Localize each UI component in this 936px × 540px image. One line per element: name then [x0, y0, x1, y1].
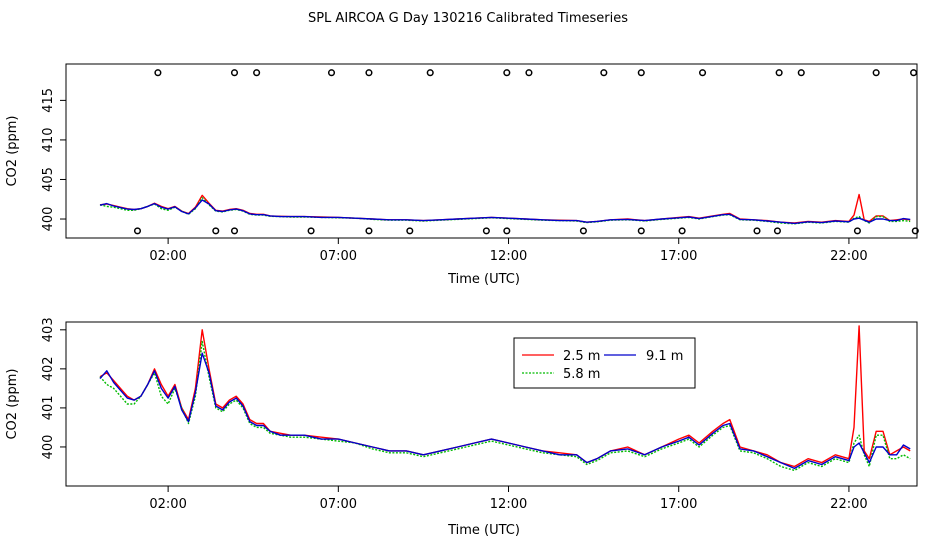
bottom-y-tick-label: 403: [41, 317, 56, 342]
top-y-tick-label: 410: [41, 128, 56, 153]
bottom-series-lines: [99, 325, 911, 472]
bottom-plot-frame: [65, 321, 918, 487]
legend-box: [513, 337, 696, 389]
top-y-tick-label: 405: [41, 167, 56, 192]
top-marker-low: [212, 227, 220, 235]
top-marker-low: [406, 227, 414, 235]
legend-label-2-5m: 2.5 m: [563, 349, 600, 364]
top-marker-high: [872, 69, 880, 77]
top-marker-high: [230, 69, 239, 77]
top-y-tick-label: 415: [41, 88, 56, 113]
top-marker-high: [775, 69, 783, 77]
bottom-x-tick-label: 17:00: [660, 497, 697, 512]
bottom-x-tick-label: 12:00: [490, 497, 527, 512]
top-marker-low: [753, 227, 761, 235]
top-x-axis: 02:00 07:00 12:00 17:00 22:00: [149, 238, 868, 264]
top-marker-low: [773, 227, 781, 235]
bottom-x-axis-label: Time (UTC): [447, 523, 520, 538]
top-marker-high: [525, 69, 533, 77]
top-x-tick-label: 12:00: [490, 249, 527, 264]
top-marker-high: [600, 69, 608, 77]
top-marker-low: [482, 227, 490, 235]
bottom-x-tick-label: 02:00: [149, 497, 186, 512]
bottom-x-axis: 02:00 07:00 12:00 17:00 22:00: [149, 486, 868, 512]
top-markers: [133, 69, 919, 235]
figure-title: SPL AIRCOA G Day 130216 Calibrated Times…: [308, 11, 628, 26]
top-panel: 02:00 07:00 12:00 17:00 22:00 400 405 410 415 T…: [5, 63, 919, 287]
bottom-y-axis: 400 401 402 403: [41, 317, 66, 459]
bottom-y-tick-label: 400: [41, 435, 56, 460]
top-series-9-1-m-line: [99, 199, 911, 225]
bottom-x-tick-label: 07:00: [320, 497, 357, 512]
top-x-tick-label: 02:00: [149, 249, 186, 264]
top-x-axis-label: Time (UTC): [447, 272, 520, 287]
bottom-series-9-1-m-line: [99, 352, 911, 470]
top-y-tick-label: 400: [41, 207, 56, 232]
top-y-axis: 400 405 410 415: [41, 88, 66, 231]
top-marker-high: [797, 69, 805, 77]
top-marker-high: [503, 69, 511, 77]
top-series-lines: [99, 193, 911, 225]
bottom-panel: 02:00 07:00 12:00 17:00 22:00 400 401 402 403 T…: [5, 317, 918, 538]
top-marker-high: [698, 69, 707, 77]
top-marker-high: [253, 69, 261, 77]
top-marker-high: [426, 69, 434, 77]
top-marker-low: [503, 227, 511, 235]
top-marker-low: [678, 227, 686, 235]
top-marker-low: [579, 227, 587, 235]
legend-label-5-8m: 5.8 m: [563, 367, 600, 382]
top-marker-low: [911, 227, 919, 235]
top-x-tick-label: 17:00: [660, 249, 697, 264]
top-plot-frame: [65, 63, 918, 239]
top-marker-low: [637, 227, 645, 235]
top-marker-high: [365, 69, 373, 77]
top-marker-low: [230, 227, 239, 235]
top-marker-low: [307, 227, 315, 235]
bottom-x-tick-label: 22:00: [830, 497, 867, 512]
bottom-y-tick-label: 402: [41, 356, 56, 381]
top-marker-high: [910, 69, 918, 77]
bottom-y-axis-label: CO2 (ppm): [5, 368, 20, 439]
legend: 2.5 m 9.1 m 5.8 m: [513, 337, 696, 389]
top-marker-low: [365, 227, 373, 235]
top-marker-high: [327, 69, 336, 77]
bottom-series-5-8-m-line: [99, 340, 911, 472]
bottom-series-2-5-m-line: [99, 325, 911, 468]
top-x-tick-label: 07:00: [320, 249, 357, 264]
legend-label-9-1m: 9.1 m: [646, 349, 683, 364]
top-marker-low: [853, 227, 861, 235]
top-marker-high: [154, 69, 162, 77]
top-marker-low: [133, 227, 142, 235]
top-y-axis-label: CO2 (ppm): [5, 115, 20, 186]
top-x-tick-label: 22:00: [830, 249, 867, 264]
bottom-y-tick-label: 401: [41, 395, 56, 420]
top-marker-high: [637, 69, 645, 77]
